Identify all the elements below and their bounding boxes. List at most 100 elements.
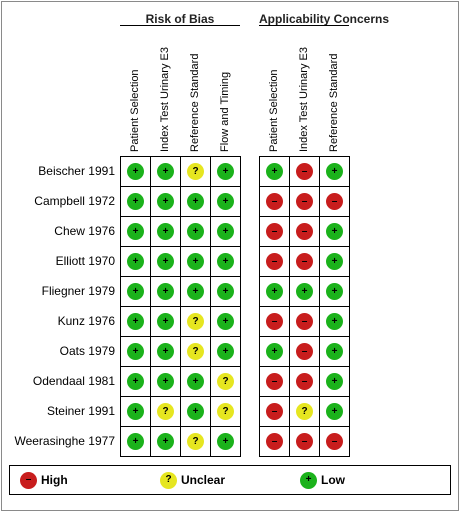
- high-judgement-icon: –: [296, 433, 313, 450]
- low-judgement-icon: +: [127, 283, 144, 300]
- unclear-judgement-icon: ?: [217, 373, 234, 390]
- high-judgement-icon: –: [296, 313, 313, 330]
- judgement-cell: –: [290, 247, 320, 277]
- judgement-cell: +: [320, 277, 350, 307]
- high-legend-icon: –: [20, 471, 37, 489]
- low-judgement-icon: +: [187, 253, 204, 270]
- judgement-cell: +: [121, 277, 151, 307]
- high-judgement-icon: –: [326, 193, 343, 210]
- judgement-cell: –: [260, 367, 290, 397]
- judgement-cell: +: [121, 397, 151, 427]
- low-judgement-icon: +: [187, 193, 204, 210]
- judgement-cell: –: [260, 217, 290, 247]
- low-judgement-icon: +: [326, 343, 343, 360]
- high-judgement-icon: –: [326, 433, 343, 450]
- group-title: Applicability Concerns: [259, 12, 390, 26]
- column-header: Reference Standard: [328, 53, 340, 152]
- low-judgement-icon: +: [127, 433, 144, 450]
- judgement-cell: –: [290, 427, 320, 457]
- column-header: Patient Selection: [129, 69, 141, 152]
- judgement-cell: +: [181, 247, 211, 277]
- judgement-cell: +: [121, 307, 151, 337]
- low-judgement-icon: +: [157, 313, 174, 330]
- high-judgement-icon: –: [266, 313, 283, 330]
- high-judgement-icon: –: [266, 193, 283, 210]
- judgement-cell: –: [290, 157, 320, 187]
- group-underline: [120, 25, 240, 26]
- low-judgement-icon: +: [187, 403, 204, 420]
- low-judgement-icon: +: [326, 223, 343, 240]
- study-label: Chew 1976: [54, 224, 115, 238]
- judgement-cell: +: [121, 367, 151, 397]
- high-judgement-icon: –: [296, 223, 313, 240]
- judgement-cell: ?: [290, 397, 320, 427]
- unclear-legend-icon: ?: [160, 471, 177, 489]
- low-judgement-icon: +: [157, 253, 174, 270]
- judgement-cell: +: [211, 247, 241, 277]
- unclear-judgement-icon: ?: [157, 403, 174, 420]
- judgement-cell: +: [211, 217, 241, 247]
- judgement-cell: ?: [151, 397, 181, 427]
- judgement-cell: +: [320, 247, 350, 277]
- study-label: Oats 1979: [59, 344, 115, 358]
- unclear-judgement-icon: ?: [187, 313, 204, 330]
- study-label: Fliegner 1979: [41, 284, 115, 298]
- judgement-cell: +: [151, 277, 181, 307]
- judgement-cell: +: [181, 217, 211, 247]
- low-judgement-icon: +: [127, 253, 144, 270]
- judgement-cell: +: [211, 427, 241, 457]
- unclear-judgement-icon: ?: [187, 343, 204, 360]
- column-header: Reference Standard: [189, 53, 201, 152]
- judgement-cell: +: [320, 157, 350, 187]
- study-label: Steiner 1991: [46, 404, 115, 418]
- high-judgement-icon: –: [296, 343, 313, 360]
- low-judgement-icon: +: [217, 283, 234, 300]
- judgement-cell: –: [290, 307, 320, 337]
- low-judgement-icon: +: [127, 373, 144, 390]
- low-legend-icon: +: [300, 471, 317, 489]
- low-judgement-icon: +: [157, 283, 174, 300]
- judgement-cell: –: [290, 337, 320, 367]
- column-header: Flow and Timing: [219, 71, 231, 152]
- low-judgement-icon: +: [157, 433, 174, 450]
- low-judgement-icon: +: [217, 223, 234, 240]
- judgement-cell: –: [260, 307, 290, 337]
- study-label: Elliott 1970: [55, 254, 115, 268]
- legend: – High? Unclear + Low: [9, 465, 451, 495]
- study-label: Kunz 1976: [57, 314, 115, 328]
- judgement-cell: ?: [181, 157, 211, 187]
- low-judgement-icon: +: [127, 403, 144, 420]
- judgement-cell: –: [260, 427, 290, 457]
- judgement-cell: +: [260, 337, 290, 367]
- column-header: Index Test Urinary E3: [298, 47, 310, 152]
- high-judgement-icon: –: [266, 223, 283, 240]
- low-judgement-icon: +: [266, 343, 283, 360]
- judgement-cell: –: [290, 367, 320, 397]
- judgement-cell: +: [121, 427, 151, 457]
- judgement-cell: +: [260, 277, 290, 307]
- low-judgement-icon: +: [127, 343, 144, 360]
- judgement-cell: –: [320, 187, 350, 217]
- judgement-cell: +: [211, 277, 241, 307]
- judgement-cell: +: [211, 337, 241, 367]
- judgement-cell: +: [151, 367, 181, 397]
- low-judgement-icon: +: [266, 283, 283, 300]
- low-judgement-icon: +: [157, 163, 174, 180]
- low-judgement-icon: +: [187, 373, 204, 390]
- judgement-cell: ?: [211, 367, 241, 397]
- high-judgement-icon: –: [266, 433, 283, 450]
- low-judgement-icon: +: [157, 343, 174, 360]
- judgement-cell: ?: [181, 337, 211, 367]
- group-underline: [259, 25, 349, 26]
- low-judgement-icon: +: [187, 283, 204, 300]
- judgement-cell: ?: [181, 307, 211, 337]
- high-judgement-icon: –: [266, 373, 283, 390]
- legend-label: High: [41, 473, 68, 487]
- judgement-cell: +: [320, 337, 350, 367]
- legend-item-unclear: ? Unclear: [160, 471, 225, 489]
- low-judgement-icon: +: [326, 163, 343, 180]
- judgement-grid: + – + – – – – – + – – + + + + – – + + – + – – + –? + – – –: [259, 156, 350, 457]
- judgement-cell: +: [121, 337, 151, 367]
- high-judgement-icon: –: [296, 373, 313, 390]
- judgement-cell: ?: [211, 397, 241, 427]
